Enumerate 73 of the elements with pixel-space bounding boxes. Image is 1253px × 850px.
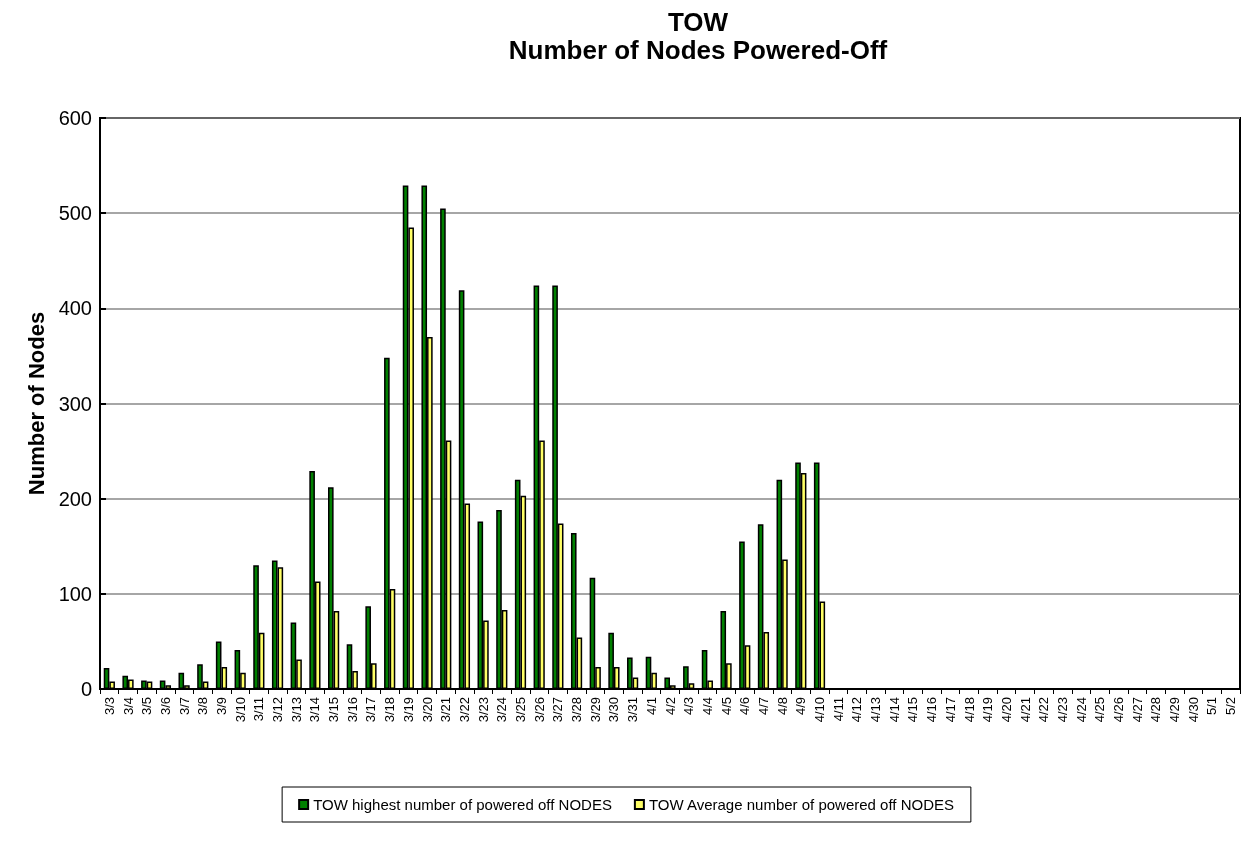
x-tick-label: 4/27 xyxy=(1129,697,1145,723)
x-tick-label: 3/31 xyxy=(625,697,641,723)
x-tick-label: 3/3 xyxy=(101,697,117,716)
x-tick-label: 4/11 xyxy=(830,697,846,722)
x-tick-label: 3/14 xyxy=(307,697,323,723)
x-tick-label: 3/6 xyxy=(157,697,173,716)
x-tick-label: 4/19 xyxy=(980,697,996,723)
x-tick-label: 4/4 xyxy=(699,697,715,716)
chart-title: TOW xyxy=(667,7,729,37)
x-tick-label: 4/6 xyxy=(737,697,753,716)
x-tick-label: 4/22 xyxy=(1036,697,1052,723)
x-tick-label: 4/29 xyxy=(1167,697,1183,723)
x-tick-label: 3/24 xyxy=(494,697,510,723)
x-tick-label: 3/21 xyxy=(438,697,454,723)
x-tick-label: 3/18 xyxy=(382,697,398,723)
x-tick-label: 4/28 xyxy=(1148,697,1164,723)
x-tick-label: 5/1 xyxy=(1204,697,1220,716)
x-tick-label: 4/26 xyxy=(1111,697,1127,723)
x-tick-label: 4/17 xyxy=(942,697,958,723)
x-tick-label: 3/4 xyxy=(120,697,136,716)
x-tick-label: 3/17 xyxy=(363,697,379,723)
x-tick-label: 4/16 xyxy=(924,697,940,723)
x-tick-label: 3/28 xyxy=(569,697,585,723)
x-tick-label: 4/1 xyxy=(643,697,659,716)
x-tick-label: 3/15 xyxy=(326,697,342,723)
x-tick-label: 4/3 xyxy=(681,697,697,716)
x-tick-label: 3/7 xyxy=(176,697,192,716)
x-tick-label: 4/30 xyxy=(1185,697,1201,723)
x-tick-label: 4/2 xyxy=(662,697,678,716)
x-tick-label: 3/11 xyxy=(251,697,267,722)
x-tick-label: 4/21 xyxy=(1017,697,1033,723)
x-tick-label: 3/27 xyxy=(550,697,566,723)
y-tick-label: 600 xyxy=(58,107,92,129)
x-tick-label: 3/26 xyxy=(531,697,547,723)
y-tick-label: 500 xyxy=(58,202,92,225)
x-tick-label: 5/2 xyxy=(1223,697,1239,716)
x-tick-label: 3/25 xyxy=(512,697,528,723)
x-tick-label: 3/20 xyxy=(419,697,435,723)
x-tick-label: 3/8 xyxy=(195,697,211,716)
x-tick-label: 3/22 xyxy=(456,697,472,723)
y-tick-label: 100 xyxy=(58,582,92,605)
x-tick-label: 4/7 xyxy=(755,697,771,716)
x-tick-label: 4/9 xyxy=(793,697,809,716)
legend-label: TOW Average number of powered off NODES xyxy=(648,796,955,813)
x-tick-label: 3/9 xyxy=(213,697,229,716)
x-tick-label: 3/19 xyxy=(400,697,416,723)
legend-label: TOW highest number of powered off NODES xyxy=(313,796,612,813)
x-tick-label: 3/16 xyxy=(344,697,360,723)
y-tick-label: 300 xyxy=(58,392,92,415)
x-tick-label: 4/18 xyxy=(961,697,977,723)
y-tick-label: 0 xyxy=(80,678,92,700)
x-tick-label: 3/12 xyxy=(270,697,286,723)
x-tick-label: 4/10 xyxy=(812,697,828,723)
x-tick-label: 4/23 xyxy=(1054,697,1070,723)
x-tick-label: 4/24 xyxy=(1073,697,1089,723)
y-tick-label: 200 xyxy=(58,487,92,510)
x-tick-label: 4/15 xyxy=(905,697,921,723)
x-tick-label: 3/29 xyxy=(587,697,603,723)
x-tick-label: 3/30 xyxy=(606,697,622,723)
y-tick-label: 400 xyxy=(58,297,92,320)
x-tick-label: 3/23 xyxy=(475,697,491,723)
y-axis-title: Number of Nodes xyxy=(24,311,50,496)
x-tick-label: 4/25 xyxy=(1092,697,1108,723)
x-tick-label: 4/14 xyxy=(886,697,902,723)
x-tick-label: 4/20 xyxy=(998,697,1014,723)
x-tick-label: 4/8 xyxy=(774,697,790,716)
x-tick-label: 4/12 xyxy=(849,697,865,723)
x-tick-label: 3/10 xyxy=(232,697,248,723)
x-tick-label: 4/5 xyxy=(718,697,734,716)
chart-subtitle: Number of Nodes Powered-Off xyxy=(508,35,888,65)
x-tick-label: 4/13 xyxy=(868,697,884,723)
x-tick-label: 3/13 xyxy=(288,697,304,723)
x-tick-label: 3/5 xyxy=(139,697,155,716)
